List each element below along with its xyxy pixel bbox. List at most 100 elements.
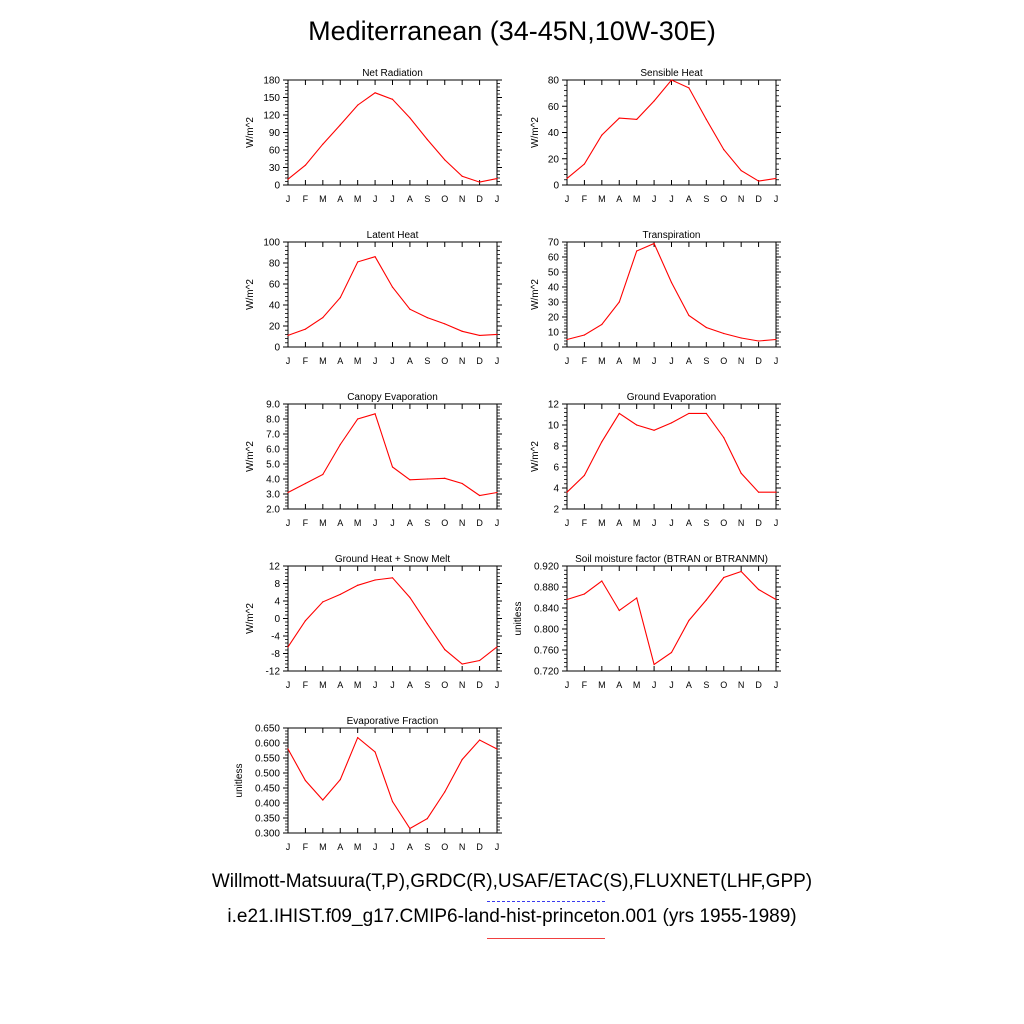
data-point — [287, 491, 289, 494]
x-tick-label: S — [424, 842, 430, 852]
x-tick-label: M — [598, 356, 606, 366]
plot-frame — [287, 79, 498, 186]
x-tick-label: A — [616, 194, 622, 204]
data-point — [566, 177, 568, 180]
x-tick-label: D — [755, 680, 762, 690]
data-point — [636, 250, 638, 252]
y-tick-label: 6.0 — [266, 445, 280, 456]
y-tick-label: 0.450 — [255, 784, 280, 795]
y-tick-label: 20 — [548, 154, 560, 165]
data-point — [339, 443, 341, 446]
y-tick-label: 100 — [263, 238, 280, 249]
x-tick-label: J — [774, 194, 779, 204]
y-tick-label: 0.550 — [255, 754, 280, 765]
x-tick-label: M — [319, 842, 327, 852]
x-tick-label: S — [424, 518, 430, 528]
x-tick-label: M — [598, 194, 606, 204]
data-point — [583, 593, 586, 595]
data-point — [478, 334, 481, 337]
series-line — [566, 242, 777, 342]
y-tick-label: 7.0 — [266, 430, 280, 441]
data-point — [775, 177, 777, 180]
y-tick-label: 8 — [274, 579, 280, 590]
x-tick-label: M — [319, 680, 327, 690]
x-tick-label: N — [459, 518, 466, 528]
data-point — [287, 334, 289, 337]
data-point — [601, 134, 603, 136]
observations-caption: Willmott-Matsuura(T,P),GRDC(R),USAF/ETAC… — [211, 871, 813, 892]
data-point — [287, 748, 289, 750]
x-tick-label: F — [303, 356, 309, 366]
x-tick-label: J — [286, 842, 291, 852]
x-tick-label: O — [441, 518, 448, 528]
data-point — [461, 482, 463, 485]
x-tick-label: J — [652, 194, 657, 204]
data-point — [391, 286, 394, 288]
x-tick-label: O — [720, 194, 727, 204]
x-tick-label: D — [755, 356, 762, 366]
y-tick-label: 80 — [548, 76, 560, 87]
x-tick-label: S — [703, 518, 709, 528]
y-tick-label: 0 — [274, 181, 280, 192]
series-line — [287, 92, 498, 183]
x-tick-label: S — [703, 356, 709, 366]
data-point — [461, 663, 463, 665]
y-tick-label: 0.800 — [534, 625, 559, 636]
data-point — [583, 163, 586, 165]
x-tick-label: J — [390, 194, 395, 204]
data-point — [775, 491, 777, 493]
x-tick-label: J — [669, 680, 674, 690]
x-tick-label: J — [565, 356, 570, 366]
data-point — [444, 159, 446, 161]
y-tick-label: 0.400 — [255, 799, 280, 810]
data-point — [461, 330, 463, 332]
data-point — [304, 164, 307, 166]
x-tick-label: F — [582, 518, 588, 528]
x-tick-label: J — [669, 518, 674, 528]
data-point — [339, 593, 341, 596]
panel-title: Soil moisture factor (BTRAN or BTRANMN) — [575, 554, 768, 565]
y-tick-label: 50 — [548, 268, 560, 279]
data-point — [409, 827, 411, 830]
panel-title: Evaporative Fraction — [347, 716, 439, 727]
observations-legend-line — [487, 901, 605, 902]
x-tick-label: A — [407, 680, 413, 690]
y-tick-label: 12 — [548, 400, 560, 411]
data-point — [740, 472, 742, 474]
series-line — [287, 256, 498, 336]
data-point — [618, 117, 620, 119]
x-tick-label: J — [373, 518, 378, 528]
x-tick-label: O — [720, 356, 727, 366]
x-tick-label: M — [633, 680, 641, 690]
y-tick-label: 60 — [548, 102, 560, 113]
y-tick-label: 0 — [553, 181, 559, 192]
data-point — [740, 169, 742, 172]
y-tick-label: 80 — [269, 259, 281, 270]
x-tick-label: J — [495, 518, 500, 528]
y-tick-label: 0 — [553, 343, 559, 354]
x-tick-label: J — [495, 356, 500, 366]
y-tick-label: 0.880 — [534, 583, 559, 594]
data-point — [374, 751, 376, 753]
y-tick-label: 90 — [269, 128, 281, 139]
x-tick-label: J — [669, 356, 674, 366]
x-tick-label: A — [337, 194, 343, 204]
x-tick-label: N — [738, 356, 745, 366]
data-point — [339, 297, 341, 299]
x-tick-label: S — [424, 356, 430, 366]
data-point — [478, 494, 481, 497]
data-point — [496, 748, 498, 750]
data-point — [566, 491, 568, 493]
x-tick-label: A — [337, 518, 343, 528]
data-point — [444, 791, 446, 793]
y-tick-label: 70 — [548, 238, 560, 249]
plot-frame — [287, 403, 498, 510]
x-tick-label: J — [774, 518, 779, 528]
data-point — [496, 333, 498, 335]
figure-title: Mediterranean (34-45N,10W-30E) — [308, 16, 716, 46]
x-tick-label: F — [303, 518, 309, 528]
model-legend-line — [487, 938, 605, 939]
x-tick-label: J — [565, 518, 570, 528]
x-tick-label: J — [373, 194, 378, 204]
